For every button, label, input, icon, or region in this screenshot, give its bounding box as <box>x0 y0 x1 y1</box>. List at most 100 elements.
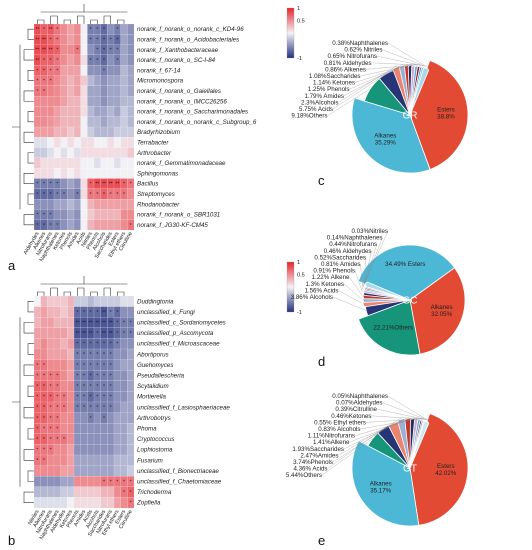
row-label: Abortiporus <box>136 351 169 358</box>
heatmap-cell <box>120 85 128 97</box>
leader-line <box>338 65 397 103</box>
significance-mark: ** <box>42 47 46 52</box>
heatmap-cell <box>93 423 101 434</box>
heatmap-cell <box>113 209 121 220</box>
heatmap-cell <box>127 157 135 169</box>
heatmap-cell <box>107 295 115 307</box>
leader-line <box>364 230 389 284</box>
significance-mark: * <box>110 384 112 389</box>
heatmap-cell <box>53 157 61 169</box>
significance-mark: * <box>43 394 45 399</box>
slice-label: 1.3% Ketones <box>305 281 344 288</box>
heatmap-cell <box>40 157 48 169</box>
heatmap-cell <box>67 219 75 231</box>
significance-mark: * <box>36 437 38 442</box>
significance-mark: ** <box>35 47 39 52</box>
heatmap-cell <box>53 85 61 97</box>
significance-mark: * <box>56 415 58 420</box>
significance-mark: * <box>76 362 78 367</box>
leader-line <box>338 290 362 304</box>
heatmap-cell <box>87 454 95 466</box>
heatmap-cell <box>53 327 61 339</box>
significance-mark: * <box>50 37 52 42</box>
heatmap-cell <box>113 75 121 86</box>
heatmap-cell <box>33 348 41 360</box>
heatmap-cell <box>47 317 55 328</box>
significance-mark: * <box>116 479 118 484</box>
heatmap-cell <box>67 157 75 169</box>
heatmap-cell <box>113 423 121 434</box>
heatmap-cell <box>60 497 68 509</box>
heatmap-cell <box>53 209 61 220</box>
heatmap-cell <box>107 209 115 220</box>
heatmap-cell <box>60 126 68 138</box>
significance-mark: * <box>116 27 118 32</box>
slice-label: 1.93%Saccharides <box>292 446 344 453</box>
significance-mark: * <box>116 309 118 314</box>
pie-center-label: GC <box>403 296 418 307</box>
significance-mark: ** <box>115 181 119 186</box>
heatmap-cell <box>33 199 41 210</box>
heatmap-cell <box>53 306 61 318</box>
significance-mark: ** <box>35 57 39 62</box>
significance-mark: * <box>130 331 132 336</box>
row-label: Sphingomonas <box>137 170 178 177</box>
heatmap-cell <box>100 423 108 434</box>
heatmap-cell <box>60 147 68 159</box>
heatmap-cell <box>107 412 115 424</box>
heatmap-cell <box>33 497 41 509</box>
significance-mark: ** <box>109 331 113 336</box>
heatmap-cell <box>107 96 115 107</box>
heatmap-cell <box>73 65 81 76</box>
significance-mark: * <box>43 362 45 367</box>
pie-slice <box>365 281 411 301</box>
leader-line <box>371 415 426 420</box>
panel-label-c: c <box>318 173 325 188</box>
significance-mark: * <box>123 490 125 495</box>
row-label: unclassified_f_Bionectriaceae <box>137 468 219 475</box>
heatmap-cell <box>107 126 115 138</box>
leader-line <box>371 62 422 66</box>
significance-mark: * <box>43 191 45 196</box>
slice-label: 38.8% <box>437 113 455 120</box>
heatmap-cell <box>33 126 41 138</box>
significance-mark: * <box>103 384 105 389</box>
pie-slice <box>357 244 456 301</box>
heatmap-cell <box>127 444 135 456</box>
heatmap-cell <box>47 486 55 498</box>
significance-mark: * <box>83 352 85 357</box>
heatmap-cell <box>60 178 68 189</box>
slice-label: 0.81% Aldehydes <box>324 60 372 67</box>
column-dendrogram-b <box>37 276 128 296</box>
heatmap-cell <box>107 444 115 456</box>
significance-mark: * <box>43 78 45 83</box>
leader-line <box>365 64 419 70</box>
row-label: Guehomyces <box>137 362 173 369</box>
heatmap-cell <box>67 338 75 350</box>
significance-mark: * <box>116 320 118 325</box>
slice-label: 9.18%Others <box>291 113 327 120</box>
slice-label: 0.46%Ketones <box>331 413 371 420</box>
heatmap-cell <box>113 96 121 107</box>
heatmap-cell <box>47 465 55 477</box>
row-label: norank_f_norank_o_SBR1031 <box>137 212 220 219</box>
heatmap-cell <box>127 34 135 45</box>
row-label: norank_f_norank_o_norank_c_KD4-96 <box>137 26 244 33</box>
heatmap-cell <box>40 137 48 148</box>
row-label: Terrabacter <box>137 139 169 146</box>
heatmap-cell <box>47 359 55 371</box>
heatmap-cell <box>73 96 81 107</box>
significance-mark: * <box>56 373 58 378</box>
significance-mark: * <box>43 447 45 452</box>
heatmap-cell <box>93 476 101 487</box>
heatmap-cell <box>40 497 48 509</box>
heatmap-cell <box>87 465 95 477</box>
heatmap-cell <box>80 157 88 169</box>
significance-mark: * <box>56 426 58 431</box>
heatmap-cell <box>93 157 101 169</box>
heatmap-cell <box>80 23 88 35</box>
heatmap-b: * * * * ** * *** ** ** ** ** ** * * *** ** ** * ** ** * * ** * *… <box>12 276 230 541</box>
heatmap-cell <box>93 199 101 210</box>
heatmap-cell <box>60 370 68 381</box>
significance-mark: * <box>96 47 98 52</box>
